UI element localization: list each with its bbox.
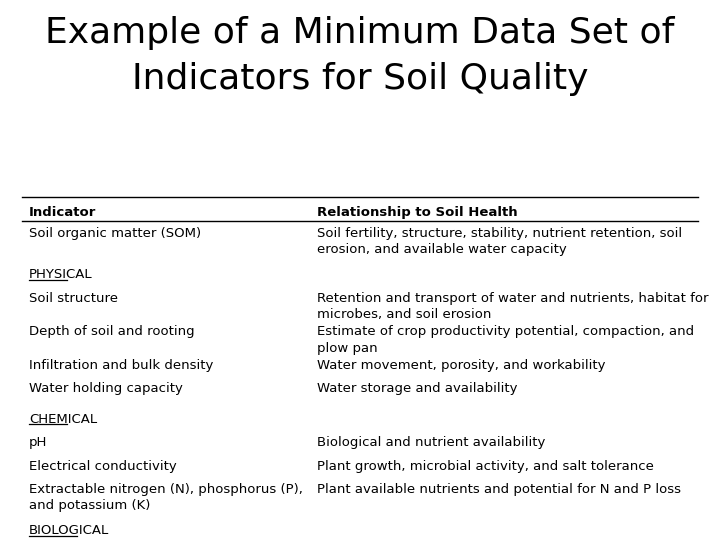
Text: PHYSICAL: PHYSICAL xyxy=(29,268,92,281)
Text: Infiltration and bulk density: Infiltration and bulk density xyxy=(29,359,213,372)
Text: Electrical conductivity: Electrical conductivity xyxy=(29,460,176,472)
Text: Extractable nitrogen (N), phosphorus (P),
and potassium (K): Extractable nitrogen (N), phosphorus (P)… xyxy=(29,483,302,512)
Text: Plant growth, microbial activity, and salt tolerance: Plant growth, microbial activity, and sa… xyxy=(317,460,654,472)
Text: Biological and nutrient availability: Biological and nutrient availability xyxy=(317,436,545,449)
Text: Estimate of crop productivity potential, compaction, and
plow pan: Estimate of crop productivity potential,… xyxy=(317,325,694,355)
Text: Water storage and availability: Water storage and availability xyxy=(317,382,517,395)
Text: Retention and transport of water and nutrients, habitat for
microbes, and soil e: Retention and transport of water and nut… xyxy=(317,292,708,321)
Text: pH: pH xyxy=(29,436,48,449)
Text: BIOLOGICAL: BIOLOGICAL xyxy=(29,524,109,537)
Text: Soil fertility, structure, stability, nutrient retention, soil
erosion, and avai: Soil fertility, structure, stability, nu… xyxy=(317,227,682,256)
Text: Water movement, porosity, and workability: Water movement, porosity, and workabilit… xyxy=(317,359,606,372)
Text: Depth of soil and rooting: Depth of soil and rooting xyxy=(29,325,194,338)
Text: Plant available nutrients and potential for N and P loss: Plant available nutrients and potential … xyxy=(317,483,681,496)
Text: Soil structure: Soil structure xyxy=(29,292,118,305)
Text: CHEMICAL: CHEMICAL xyxy=(29,413,97,426)
Text: Water holding capacity: Water holding capacity xyxy=(29,382,183,395)
Text: Indicator: Indicator xyxy=(29,206,96,219)
Text: Relationship to Soil Health: Relationship to Soil Health xyxy=(317,206,518,219)
Text: Example of a Minimum Data Set of
Indicators for Soil Quality: Example of a Minimum Data Set of Indicat… xyxy=(45,16,675,96)
Text: Soil organic matter (SOM): Soil organic matter (SOM) xyxy=(29,227,201,240)
